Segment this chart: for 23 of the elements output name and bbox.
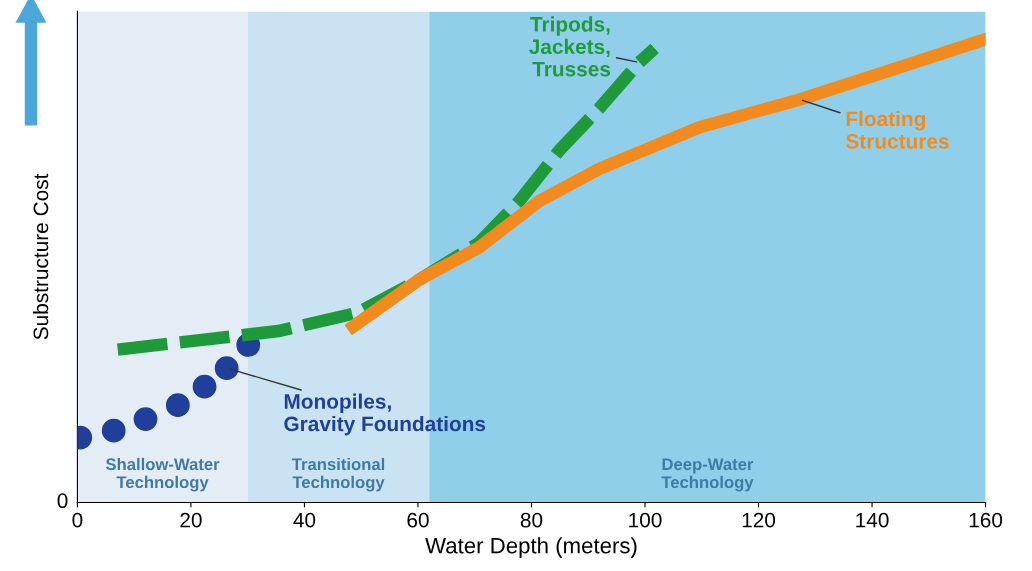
text: 0 (57, 493, 68, 509)
point (133, 407, 158, 431)
point (101, 418, 126, 443)
x-tick-label: 100 (629, 512, 662, 528)
text: Monopiles, Gravity Foundations (284, 393, 486, 436)
point (192, 374, 217, 399)
x-tick-label: 80 (520, 512, 543, 528)
x-tick-label: 0 (72, 512, 83, 528)
band-label: Shallow-Water Technology (105, 457, 220, 492)
x-axis-title: Water Depth (meters) (425, 537, 637, 558)
x-tick-label: 160 (969, 512, 1003, 528)
y-axis-title: Substructure Cost (32, 173, 49, 340)
x-tick-label: 120 (742, 512, 776, 528)
series-label: Tripods, Jackets, Trusses (529, 16, 611, 77)
point (165, 393, 190, 418)
x-tick-label: 60 (407, 512, 429, 528)
point (214, 356, 239, 381)
series-label: Floating Structures (845, 110, 949, 149)
x-tick-label: 20 (180, 512, 202, 528)
x-tick-label: 40 (293, 512, 316, 528)
band-label: Deep-Water Technology (661, 458, 754, 492)
band-label: Transitional Technology (291, 457, 385, 492)
x-tick-label: 140 (856, 512, 889, 528)
